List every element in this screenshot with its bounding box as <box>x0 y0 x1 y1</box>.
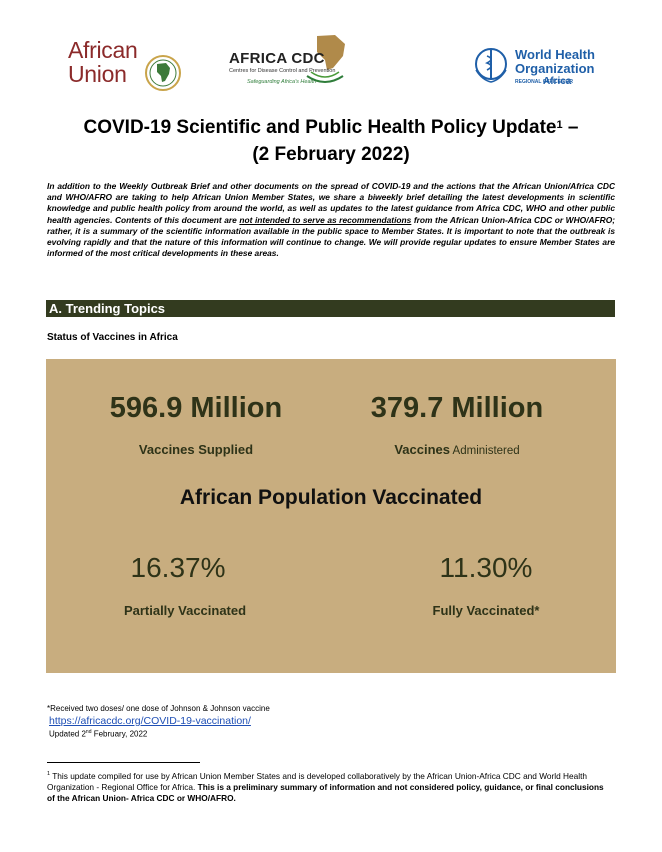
africa-cdc-tagline: Safeguarding Africa's Health <box>247 79 317 85</box>
vaccine-status-panel <box>46 359 616 673</box>
title-line1-suffix: – <box>562 117 579 138</box>
african-union-logo-text: African Union <box>68 37 138 87</box>
updated-date: Updated 2nd February, 2022 <box>49 729 147 739</box>
who-line2: Organization <box>515 61 595 76</box>
who-emblem-icon <box>475 48 507 83</box>
who-region-label: REGIONAL OFFICE FOR <box>515 79 573 85</box>
vaccines-administered-value: 379.7 Million <box>370 392 544 424</box>
title-line1: COVID-19 Scientific and Public Health Po… <box>83 117 557 138</box>
intro-underlined: not intended to serve as recommendations <box>239 214 412 225</box>
footnote-normal: This update compiled for use by African … <box>47 770 588 792</box>
who-africa-label: Africa <box>543 76 572 87</box>
updated-pre: Updated 2 <box>49 729 86 739</box>
intro-part1: In addition to the Weekly Outbreak Brief… <box>47 181 615 225</box>
administered-label-bold: Vaccines <box>394 442 450 457</box>
dose-footnote: *Received two doses/ one dose of Johnson… <box>47 704 270 713</box>
partially-vaccinated-value: 16.37% <box>130 552 226 583</box>
footnote-number: 1 <box>47 771 51 777</box>
document-title: COVID-19 Scientific and Public Health Po… <box>0 114 662 168</box>
vaccine-status-subheading: Status of Vaccines in Africa <box>47 332 178 343</box>
section-header-trending-topics: A. Trending Topics <box>46 300 615 317</box>
au-line1: African <box>68 37 138 63</box>
updated-post: February, 2022 <box>91 729 148 739</box>
vaccination-page-link[interactable]: https://africacdc.org/COVID-19-vaccinati… <box>49 715 251 727</box>
administered-label-light: Administered <box>449 445 520 457</box>
au-line2: Union <box>68 61 127 87</box>
vaccines-administered-label: Vaccines Administered <box>357 442 557 457</box>
who-logo-text: World Health Organization <box>515 48 595 76</box>
population-vaccinated-heading: African Population Vaccinated <box>179 486 483 509</box>
africa-cdc-emblem-icon <box>306 35 345 83</box>
footnote-divider <box>47 762 200 763</box>
who-line1: World Health <box>515 47 595 62</box>
fully-vaccinated-label: Fully Vaccinated* <box>432 603 540 618</box>
title-date: (2 February 2022) <box>252 144 410 165</box>
section-label: A. Trending Topics <box>49 301 166 316</box>
africa-cdc-subtitle: Centres for Disease Control and Preventi… <box>229 68 336 74</box>
vaccines-supplied-label: Vaccines Supplied <box>138 442 254 457</box>
fully-vaccinated-value: 11.30% <box>439 552 533 583</box>
intro-part2: from the African Union-Africa CDC or WHO… <box>47 214 615 259</box>
title-footnote-ref: 1 <box>556 119 563 131</box>
footnote-1: 1 This update compiled for use by Africa… <box>47 769 607 804</box>
intro-paragraph: In addition to the Weekly Outbreak Brief… <box>47 181 615 259</box>
footnote-bold: This is a preliminary summary of informa… <box>47 781 604 803</box>
vaccines-supplied-value: 596.9 Million <box>109 392 283 424</box>
updated-sup: nd <box>85 729 92 735</box>
africa-cdc-title: AFRICA CDC <box>229 50 325 67</box>
african-union-emblem-icon <box>145 55 181 91</box>
partially-vaccinated-label: Partially Vaccinated <box>123 603 247 618</box>
